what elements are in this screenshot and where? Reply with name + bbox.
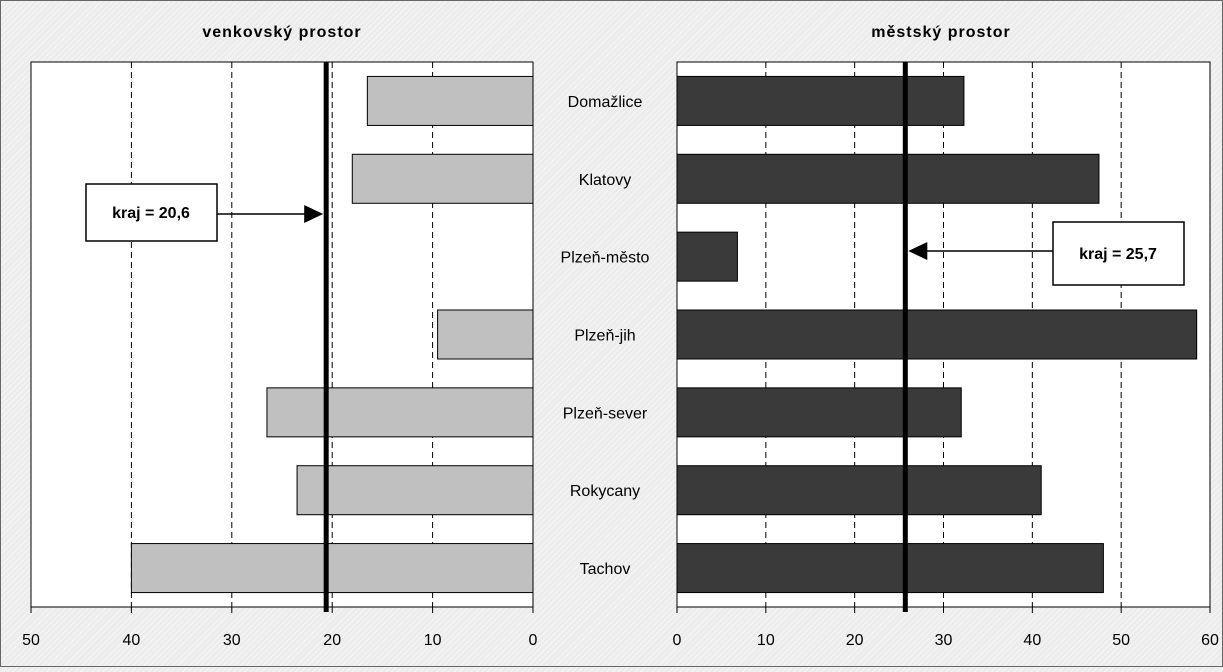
bar-rural: [296, 465, 534, 516]
bar-urban: [676, 543, 1104, 594]
bars-urban: [676, 75, 1198, 594]
tick-label-rural: 10: [424, 632, 442, 649]
bar-urban: [676, 153, 1100, 204]
tick-label-urban: 40: [1023, 632, 1041, 649]
category-label: Tachov: [580, 561, 631, 578]
grid-rural: [130, 62, 434, 607]
tick-label-urban: 10: [757, 632, 775, 649]
bar-urban: [676, 465, 1042, 516]
reference-label-box-urban: [1052, 221, 1185, 286]
tick-label-rural: 20: [323, 632, 341, 649]
category-label: Domažlice: [568, 94, 643, 111]
category-label: Plzeň-jih: [574, 328, 635, 345]
bar-rural: [266, 387, 534, 438]
category-label: Rokycany: [570, 483, 640, 500]
reference-label-urban: kraj = 25,7: [1079, 246, 1157, 263]
tick-label-rural: 0: [529, 632, 538, 649]
tick-label-urban: 50: [1112, 632, 1130, 649]
bar-urban: [676, 231, 738, 282]
tick-label-rural: 50: [22, 632, 40, 649]
reference-label-rural: kraj = 20,6: [112, 205, 190, 222]
bar-urban: [676, 75, 965, 126]
category-labels: Domažlice Klatovy Plzeň-město Plzeň-jih Plze…: [561, 94, 650, 578]
reference-arrowhead-urban: [908, 242, 928, 260]
bars-rural: [130, 75, 534, 594]
panel-urban: 0 10 20 30 40 50 60 městský prostor kraj = 25,…: [673, 24, 1219, 649]
panel-title-urban: městský prostor: [871, 24, 1011, 41]
panel-title-rural: venkovský prostor: [202, 24, 361, 41]
tick-label-urban: 60: [1201, 632, 1219, 649]
bar-rural: [130, 543, 534, 594]
bar-urban: [676, 387, 962, 438]
tick-label-rural: 40: [123, 632, 141, 649]
category-label: Plzeň-město: [561, 250, 650, 267]
bar-rural: [351, 153, 534, 204]
tick-label-urban: 0: [673, 632, 682, 649]
reference-label-box-rural: [85, 183, 218, 242]
panel-rural: 50 40 30 20 10 0 venkovský prostor kraj = 20,…: [22, 24, 537, 649]
category-label: Plzeň-sever: [563, 405, 648, 422]
bar-urban: [676, 309, 1198, 360]
bar-rural: [366, 75, 534, 126]
bar-rural: [437, 309, 534, 360]
reference-arrowhead-rural: [304, 205, 324, 223]
category-label: Klatovy: [579, 172, 631, 189]
tick-label-urban: 30: [935, 632, 953, 649]
tick-label-rural: 30: [223, 632, 241, 649]
tick-label-urban: 20: [846, 632, 864, 649]
ticks-urban: 0 10 20 30 40 50 60: [673, 607, 1219, 649]
ticks-rural: 50 40 30 20 10 0: [22, 607, 538, 649]
